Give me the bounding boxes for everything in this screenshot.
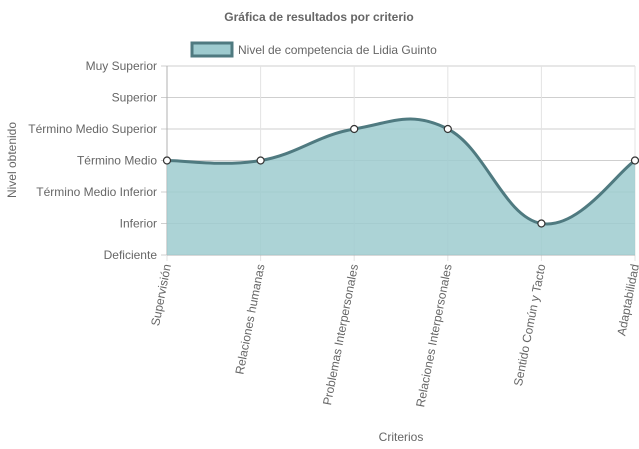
series-points [162,124,639,228]
data-point[interactable] [350,124,359,134]
x-tick-label: Supervisión [148,263,174,327]
y-tick-label: Término Medio Superior [28,122,157,136]
x-tick-label: Problemas Interpersonales [320,263,361,406]
series-area-fill [167,119,635,255]
x-axis-ticks: Supervisión Relaciones humanas Problemas I… [148,263,639,409]
data-point[interactable] [256,156,265,165]
x-tick-label: Relaciones humanas [232,263,267,376]
data-point[interactable] [630,156,639,165]
legend-swatch [190,41,234,58]
data-point[interactable] [443,124,452,134]
x-tick-label: Relaciones Interpersonales [413,263,454,408]
y-tick-label: Término Medio [77,154,157,168]
series-area [166,117,636,255]
y-tick-label: Muy Superior [86,59,157,73]
y-tick-label: Término Medio Inferior [36,185,157,199]
y-axis-title: Nivel obtenido [5,122,19,198]
y-tick-label: Deficiente [104,248,158,262]
legend-label: Nivel de competencia de Lidia Guinto [238,43,437,57]
data-point[interactable] [162,156,172,165]
y-tick-label: Superior [112,91,157,105]
x-tick-label: Adaptabilidad [614,263,639,337]
chart-title: Gráfica de resultados por criterio [224,10,413,24]
x-tick-label: Sentido Común y Tacto [511,263,548,388]
y-tick-label: Inferior [120,217,157,231]
legend[interactable]: Nivel de competencia de Lidia Guinto [190,41,437,58]
x-axis-title: Criterios [379,430,424,444]
data-point[interactable] [537,219,546,228]
y-axis-ticks: Deficiente Inferior Término Medio Inferior… [28,59,157,262]
